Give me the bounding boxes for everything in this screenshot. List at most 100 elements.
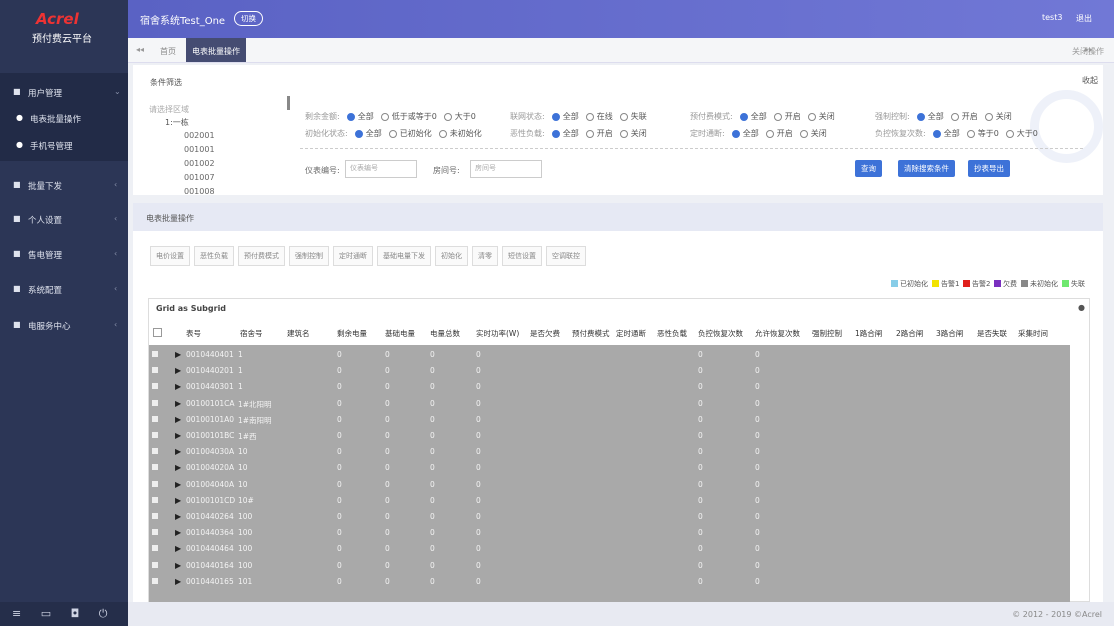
radio[interactable]	[354, 130, 363, 138]
column-header[interactable]: 预付费模式	[572, 329, 610, 338]
tab-active[interactable]: 电表批量操作	[186, 38, 246, 62]
tab[interactable]: 首页	[160, 47, 176, 56]
row-expand[interactable]: ▶	[175, 398, 182, 408]
radio[interactable]	[807, 113, 816, 121]
radio[interactable]	[916, 113, 925, 121]
switch-button[interactable]: 切换	[234, 11, 263, 26]
tree-node[interactable]: 001007	[184, 173, 215, 182]
toolbar-button[interactable]: 定时通断	[333, 246, 373, 266]
menu-item[interactable]: 个人设置	[28, 216, 63, 226]
column-header[interactable]: 定时通断	[616, 329, 646, 338]
toolbar-button[interactable]: 基础电量下发	[377, 246, 431, 266]
row-expand[interactable]: ▶	[175, 560, 182, 570]
radio[interactable]	[984, 113, 993, 121]
radio[interactable]	[551, 113, 560, 121]
row-checkbox[interactable]	[152, 399, 158, 406]
row-checkbox[interactable]	[152, 448, 158, 455]
logout[interactable]: 退出	[1076, 14, 1092, 23]
column-header[interactable]: 允许恢复次数	[755, 329, 800, 338]
radio[interactable]	[619, 130, 628, 138]
radio[interactable]	[438, 130, 447, 138]
row-checkbox[interactable]	[152, 545, 158, 552]
radio[interactable]	[388, 130, 397, 138]
row-expand[interactable]: ▶	[175, 463, 182, 473]
row-expand[interactable]: ▶	[175, 512, 182, 521]
row-expand[interactable]: ▶	[175, 366, 182, 376]
submenu-item[interactable]: 电表批量操作	[30, 115, 82, 125]
column-header[interactable]: 3路合闸	[936, 329, 964, 338]
column-header[interactable]: 恶性负载	[657, 329, 687, 338]
row-checkbox[interactable]	[152, 513, 158, 519]
radio[interactable]	[585, 113, 594, 121]
close-operations[interactable]: 关闭操作	[1072, 47, 1104, 56]
row-checkbox[interactable]	[152, 415, 158, 422]
tree-node[interactable]: 001002	[184, 159, 215, 168]
row-expand[interactable]: ▶	[175, 544, 182, 554]
radio[interactable]	[773, 113, 782, 121]
tree-node[interactable]: 002001	[184, 131, 215, 140]
filter-title[interactable]: 条件筛选	[150, 78, 182, 87]
submenu-item[interactable]: 手机号管理	[30, 142, 73, 152]
row-checkbox[interactable]	[152, 480, 158, 487]
radio[interactable]	[443, 113, 452, 121]
row-checkbox[interactable]	[152, 561, 158, 568]
menu-item[interactable]: 系统配置	[28, 286, 63, 296]
row-expand[interactable]: ▶	[175, 431, 182, 440]
button[interactable]: 清除搜索条件	[898, 160, 955, 177]
column-header[interactable]: 实时功率(W)	[476, 329, 520, 338]
button[interactable]: 抄表导出	[968, 160, 1010, 177]
row-expand[interactable]: ▶	[175, 479, 182, 489]
column-header[interactable]: 宿舍号	[240, 329, 263, 338]
column-header[interactable]: 采集时间	[1018, 329, 1048, 338]
radio[interactable]	[966, 130, 975, 138]
column-header[interactable]: 2路合闸	[896, 329, 924, 338]
column-header[interactable]: 是否欠费	[530, 329, 560, 338]
column-header[interactable]: 是否失联	[977, 329, 1007, 338]
column-header[interactable]: 建筑名	[287, 329, 310, 338]
row-expand[interactable]: ▶	[175, 414, 182, 424]
radio[interactable]	[799, 130, 808, 138]
row-checkbox[interactable]	[152, 383, 158, 390]
row-expand[interactable]: ▶	[175, 495, 182, 505]
header-checkbox[interactable]	[153, 328, 162, 337]
toolbar-button[interactable]: 预付费模式	[238, 246, 285, 266]
radio[interactable]	[585, 130, 594, 138]
column-header[interactable]: 剩余电量	[337, 329, 367, 338]
button[interactable]: 查询	[855, 160, 882, 177]
row-expand[interactable]: ▶	[175, 382, 182, 392]
column-header[interactable]: 1路合闸	[855, 329, 883, 338]
row-checkbox[interactable]	[152, 464, 158, 471]
text-input[interactable]: 房间号	[470, 160, 542, 178]
text-input[interactable]: 仪表编号	[345, 160, 417, 178]
radio[interactable]	[739, 113, 748, 121]
radio[interactable]	[380, 113, 389, 121]
tab-prev[interactable]: ◂◂	[136, 45, 145, 54]
menu-item[interactable]: 用户管理	[28, 89, 63, 99]
toolbar-button[interactable]: 强制控制	[289, 246, 329, 266]
toolbar-button[interactable]: 短信设置	[502, 246, 542, 266]
radio[interactable]	[346, 113, 355, 121]
toolbar-button[interactable]: 空调联控	[546, 246, 586, 266]
column-header[interactable]: 表号	[186, 329, 201, 338]
radio[interactable]	[1005, 130, 1014, 138]
toolbar-button[interactable]: 初始化	[435, 246, 468, 266]
radio[interactable]	[619, 113, 628, 121]
toolbar-button[interactable]: 恶性负载	[194, 246, 234, 266]
column-header[interactable]: 基础电量	[385, 329, 415, 338]
row-checkbox[interactable]	[152, 496, 158, 503]
radio[interactable]	[932, 130, 941, 138]
row-checkbox[interactable]	[152, 432, 158, 438]
bottom-icons[interactable]: ≡ ▭ ◘ ⏻	[0, 602, 128, 626]
column-header[interactable]: 强制控制	[812, 329, 842, 338]
radio[interactable]	[950, 113, 959, 121]
column-header[interactable]: 电量总数	[430, 329, 460, 338]
row-expand[interactable]: ▶	[175, 576, 182, 586]
tree-node[interactable]: 001001	[184, 145, 215, 154]
toolbar-button[interactable]: 电价设置	[150, 246, 190, 266]
menu-item[interactable]: 售电管理	[28, 251, 63, 261]
row-checkbox[interactable]	[152, 529, 158, 536]
collapse[interactable]: 收起	[1082, 76, 1098, 85]
row-expand[interactable]: ▶	[175, 447, 182, 457]
menu-item[interactable]: 批量下发	[28, 182, 63, 192]
row-checkbox[interactable]	[152, 577, 158, 584]
